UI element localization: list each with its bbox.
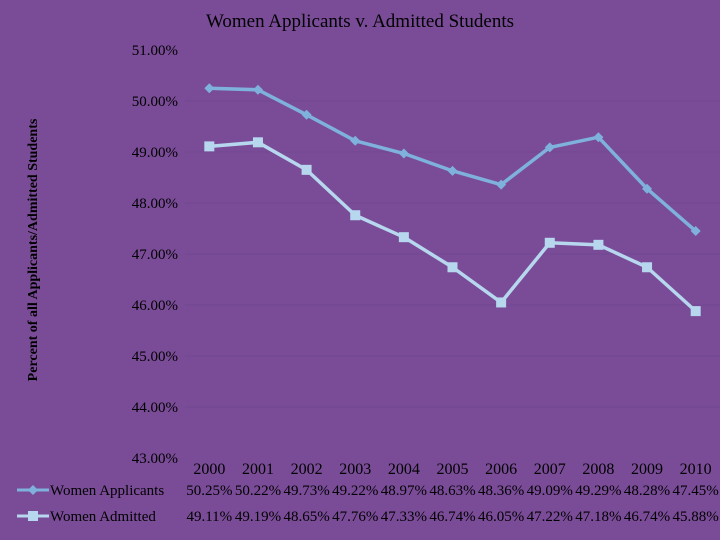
- data-table-value: 49.11%: [186, 509, 232, 525]
- y-tick-label: 45.00%: [132, 349, 178, 365]
- data-table-value: 46.05%: [478, 509, 524, 525]
- y-axis-title: Percent of all Applicants/Admitted Stude…: [26, 118, 41, 381]
- data-table-value: 48.63%: [429, 483, 475, 499]
- x-tick-label: 2001: [242, 461, 274, 478]
- y-tick-label: 46.00%: [132, 298, 178, 314]
- data-point-diamond: [690, 226, 701, 237]
- data-point-diamond: [544, 142, 555, 153]
- data-point-square: [447, 262, 458, 273]
- y-tick-label: 48.00%: [132, 196, 178, 212]
- x-tick-label: 2002: [291, 461, 323, 478]
- data-table-value: 48.97%: [381, 483, 427, 499]
- data-point-square: [301, 164, 312, 175]
- x-tick-label: 2000: [193, 461, 225, 478]
- data-point-square: [544, 237, 555, 248]
- x-tick-label: 2004: [388, 461, 420, 478]
- data-table-value: 49.29%: [575, 483, 621, 499]
- legend-marker-diamond: [28, 485, 38, 495]
- data-point-diamond: [301, 109, 312, 120]
- data-table-value: 49.73%: [283, 483, 329, 499]
- data-point-square: [252, 137, 263, 148]
- data-table-value: 50.22%: [235, 483, 281, 499]
- data-table-value: 46.74%: [624, 509, 670, 525]
- data-point-square: [204, 141, 215, 152]
- x-tick-label: 2010: [680, 461, 712, 478]
- data-table-value: 48.28%: [624, 483, 670, 499]
- data-table: Women Applicants 50.25% 50.22% 49.73% 49.22%…: [17, 483, 719, 525]
- data-table-value: 46.74%: [429, 509, 475, 525]
- y-tick-label: 47.00%: [132, 247, 178, 263]
- data-table-value: 47.22%: [527, 509, 573, 525]
- data-point-square: [496, 297, 507, 308]
- data-table-value: 50.25%: [186, 483, 232, 499]
- y-tick-label: 49.00%: [132, 145, 178, 161]
- x-tick-label: 2008: [582, 461, 614, 478]
- data-table-value: 45.88%: [673, 509, 719, 525]
- x-tick-label: 2009: [631, 461, 663, 478]
- data-point-diamond: [204, 83, 215, 94]
- data-table-value: 47.18%: [575, 509, 621, 525]
- legend-marker-square: [28, 511, 38, 521]
- legend-series-name: Women Admitted: [50, 509, 156, 525]
- y-axis-ticks: 51.00% 50.00% 49.00% 48.00% 47.00% 46.00% 45.0…: [132, 43, 178, 467]
- x-axis-labels: 2000 2001 2002 2003 2004 2005 2006 2007 2008 2009…: [193, 461, 711, 478]
- data-point-diamond: [496, 179, 507, 190]
- y-tick-label: 50.00%: [132, 94, 178, 110]
- y-tick-label: 44.00%: [132, 400, 178, 416]
- data-point-square: [690, 306, 701, 317]
- x-tick-label: 2007: [534, 461, 566, 478]
- chart-title: Women Applicants v. Admitted Students: [206, 11, 514, 32]
- x-tick-label: 2005: [437, 461, 469, 478]
- data-table-value: 49.22%: [332, 483, 378, 499]
- data-point-diamond: [642, 183, 653, 194]
- data-table-value: 49.09%: [527, 483, 573, 499]
- series-line: [209, 86, 697, 233]
- data-point-diamond: [447, 165, 458, 176]
- data-point-diamond: [350, 135, 361, 146]
- data-table-value: 47.33%: [381, 509, 427, 525]
- data-point-square: [642, 262, 653, 273]
- data-point-diamond: [398, 148, 409, 159]
- data-point-diamond: [593, 132, 604, 143]
- data-point-square: [350, 210, 361, 221]
- data-point-square: [398, 232, 409, 243]
- legend-series-name: Women Applicants: [50, 483, 164, 499]
- data-table-value: 47.45%: [673, 483, 719, 499]
- data-table-value: 49.19%: [235, 509, 281, 525]
- data-table-value: 48.36%: [478, 483, 524, 499]
- y-tick-label: 43.00%: [132, 451, 178, 467]
- data-table-value: 48.65%: [283, 509, 329, 525]
- data-point-diamond: [252, 84, 263, 95]
- x-tick-label: 2003: [339, 461, 371, 478]
- y-tick-label: 51.00%: [132, 43, 178, 59]
- data-table-value: 47.76%: [332, 509, 378, 525]
- data-point-square: [593, 239, 604, 250]
- x-tick-label: 2006: [485, 461, 517, 478]
- series-lines: [204, 83, 701, 317]
